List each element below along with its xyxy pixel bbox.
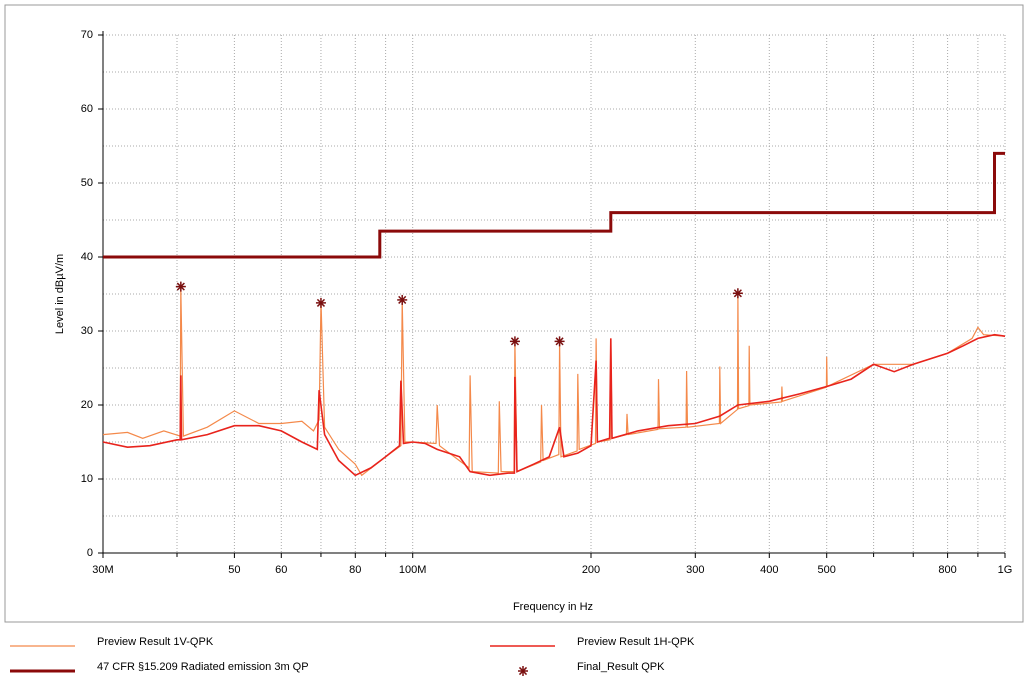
asterisk-stroke: [510, 337, 519, 346]
x-tick-label: 300: [686, 564, 704, 576]
x-tick-label: 100M: [399, 564, 427, 576]
series-line: [103, 151, 1005, 259]
series-line: [102, 286, 1006, 477]
legend-label: 47 CFR §15.209 Radiated emission 3m QP: [97, 661, 309, 673]
x-tick-label: 1G: [998, 564, 1013, 576]
y-tick-label: 0: [87, 547, 93, 559]
asterisk-stroke: [733, 289, 742, 298]
y-axis-label: Level in dBµV/m: [54, 254, 66, 334]
x-axis-label: Frequency in Hz: [513, 601, 593, 613]
x-tick-label: 500: [818, 564, 836, 576]
asterisk-stroke: [316, 298, 326, 307]
final-result-marker: [732, 288, 743, 299]
asterisk-stroke: [555, 337, 564, 346]
x-tick-label: 800: [938, 564, 956, 576]
asterisk-stroke: [518, 666, 528, 676]
legend-label: Preview Result 1V-QPK: [97, 636, 214, 648]
legend-label: Preview Result 1H-QPK: [577, 636, 695, 648]
x-tick-label: 60: [275, 564, 287, 576]
y-tick-label: 30: [81, 325, 93, 337]
final-result-marker: [509, 336, 520, 347]
y-tick-label: 50: [81, 177, 93, 189]
final-result-marker: [397, 294, 408, 305]
asterisk-stroke: [176, 282, 185, 291]
x-tick-label: 30M: [92, 564, 113, 576]
series-line: [102, 333, 1006, 477]
x-tick-label: 80: [349, 564, 361, 576]
y-tick-label: 10: [81, 473, 93, 485]
final-result-marker: [175, 281, 186, 292]
legend-label: Final_Result QPK: [577, 661, 665, 673]
chart-frame: [4, 4, 1024, 623]
asterisk-stroke: [398, 295, 407, 304]
y-tick-label: 20: [81, 399, 93, 411]
x-tick-label: 200: [582, 564, 600, 576]
final-result-marker: [554, 336, 565, 347]
x-tick-label: 400: [760, 564, 778, 576]
x-tick-label: 50: [228, 564, 240, 576]
y-tick-label: 60: [81, 103, 93, 115]
y-tick-label: 70: [81, 29, 93, 41]
legend-marker: [518, 666, 528, 676]
final-result-marker: [315, 297, 326, 308]
y-tick-label: 40: [81, 251, 93, 263]
